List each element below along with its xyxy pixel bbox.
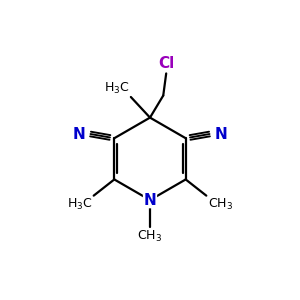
Text: Cl: Cl [158,56,174,71]
Text: CH$_3$: CH$_3$ [208,197,233,212]
Text: H$_3$C: H$_3$C [67,197,92,212]
Text: N: N [215,127,227,142]
Text: H$_3$C: H$_3$C [104,80,129,95]
Text: N: N [144,193,156,208]
Text: CH$_3$: CH$_3$ [137,229,163,244]
Text: N: N [73,127,85,142]
